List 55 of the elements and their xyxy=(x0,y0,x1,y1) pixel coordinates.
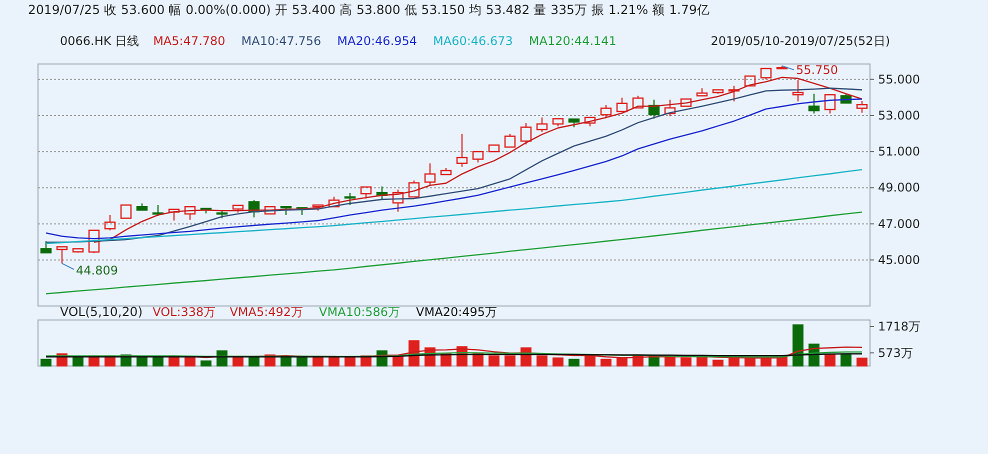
annotation: 44.809 xyxy=(76,263,118,278)
bar xyxy=(840,354,852,366)
bar xyxy=(40,358,52,366)
y-tick-label: 53.000 xyxy=(878,108,920,122)
chart-subtitle: 0066.HK 日线 xyxy=(60,34,140,48)
bar xyxy=(200,360,212,366)
bar xyxy=(696,356,708,366)
bar xyxy=(328,356,340,366)
text: MA20:46.954 xyxy=(337,34,418,48)
bar xyxy=(744,357,756,366)
bar xyxy=(488,355,500,366)
bar xyxy=(184,357,196,366)
line-series xyxy=(45,211,863,294)
bar xyxy=(728,357,740,366)
bar xyxy=(72,357,84,366)
y-tick-label: 49.000 xyxy=(878,180,920,195)
annotation: 55.750 xyxy=(796,62,838,77)
y-tick-label: 45.000 xyxy=(878,252,920,267)
bar xyxy=(712,360,724,366)
y-tick-label: 51.000 xyxy=(878,144,920,159)
bar xyxy=(504,355,516,366)
chart-title: 2019/07/25 收 53.600 幅 0.00%(0.000) 开 53.400 高 53.800 低 53.150 均 53.482 量 335万 振 1.21% 额 1.79亿 xyxy=(28,2,710,17)
y-tick-label: 55.000 xyxy=(878,72,920,86)
text: MA120:44.141 xyxy=(528,34,616,48)
text: VMA5:492万 xyxy=(230,305,304,319)
bar xyxy=(760,357,772,366)
bar xyxy=(136,356,148,366)
bar xyxy=(680,357,692,366)
bar xyxy=(824,354,836,366)
bar xyxy=(792,324,804,366)
text: VMA20:495万 xyxy=(416,305,498,319)
bar xyxy=(616,357,628,366)
bar xyxy=(152,356,164,366)
text: VMA10:586万 xyxy=(319,305,400,319)
bar xyxy=(600,358,612,366)
y-tick-label: 573万 xyxy=(878,346,913,360)
bar xyxy=(232,356,244,366)
bar xyxy=(584,355,596,366)
bar xyxy=(664,356,676,366)
bar xyxy=(472,353,484,366)
annotation: VOL:338万 xyxy=(152,305,216,319)
text: MA10:47.756 xyxy=(241,34,322,48)
bar xyxy=(536,355,548,366)
y-tick-label: 47.000 xyxy=(878,216,920,231)
chart-title: VOL(5,10,20) xyxy=(60,304,143,319)
bar xyxy=(248,356,260,366)
bar xyxy=(568,358,580,366)
text: 2019/05/10-2019/07/25(52日) xyxy=(710,34,890,48)
bar xyxy=(344,356,356,366)
text: MA60:46.673 xyxy=(433,34,513,48)
bar xyxy=(312,357,324,366)
bar xyxy=(856,358,868,366)
bar xyxy=(552,357,564,366)
text: MA5:47.780 xyxy=(153,34,226,48)
y-tick-label: 1718万 xyxy=(878,319,921,334)
